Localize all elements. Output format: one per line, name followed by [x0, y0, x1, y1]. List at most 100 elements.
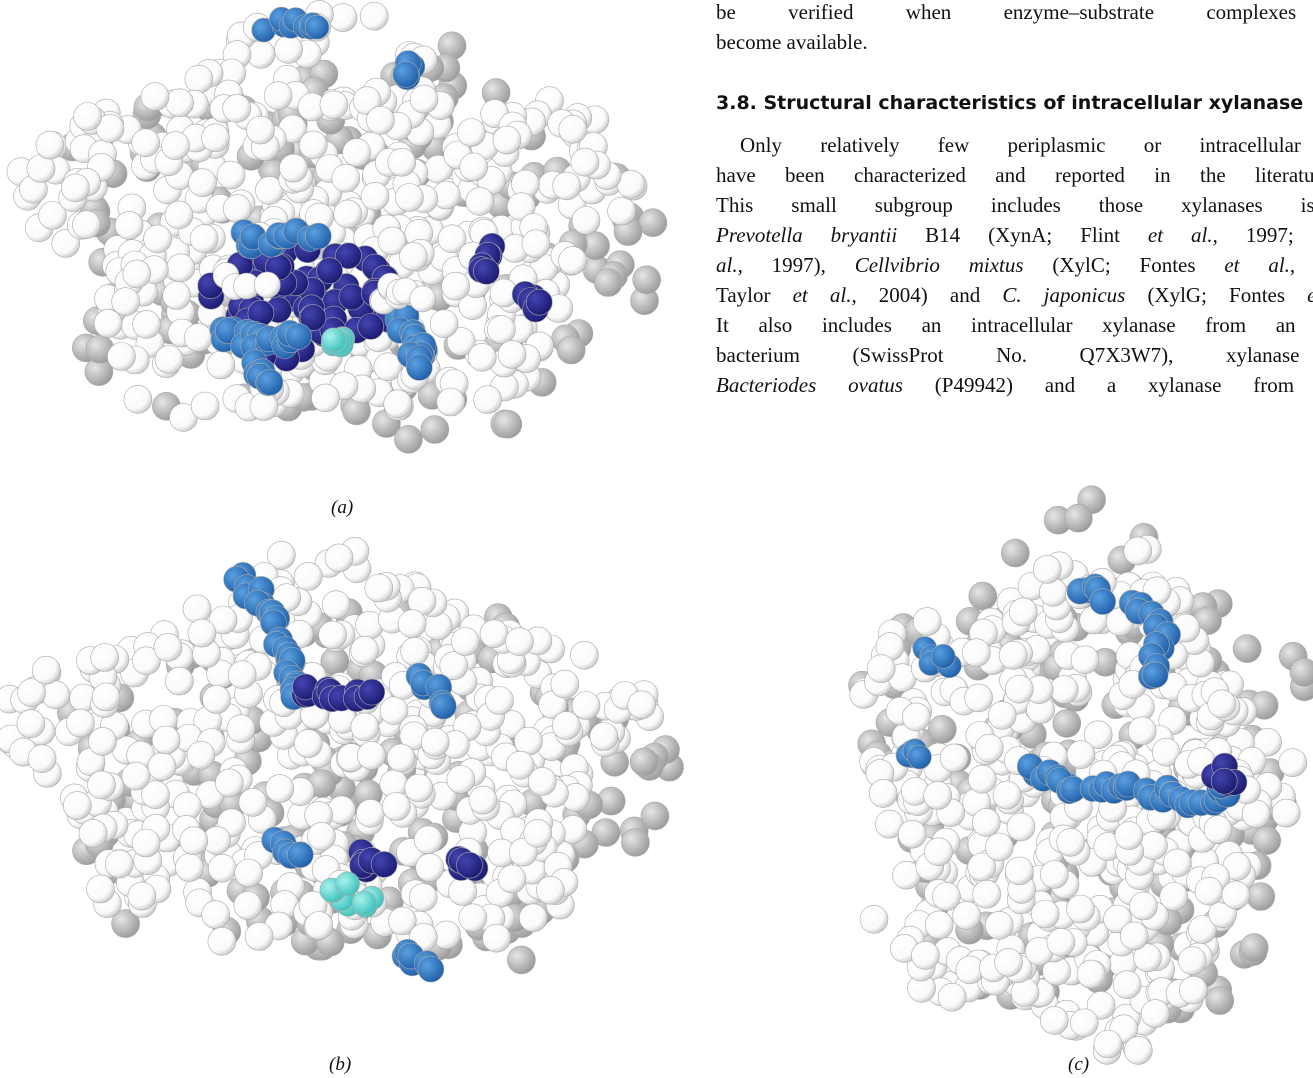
atom: [1113, 971, 1141, 999]
text-run: have been characterized and reported in …: [716, 163, 1313, 187]
atom: [17, 710, 45, 738]
atom: [187, 741, 215, 769]
atom: [430, 693, 456, 719]
text-run: , 1997),: [738, 253, 855, 277]
atom: [189, 169, 217, 197]
atom: [999, 641, 1027, 669]
atom: [1047, 928, 1075, 956]
atom: [336, 872, 360, 896]
atom: [165, 667, 193, 695]
atom: [526, 289, 552, 315]
atom: [487, 316, 515, 344]
atom: [384, 390, 412, 418]
text-run: , 1997; Miya: [1213, 223, 1313, 247]
atom: [1077, 960, 1105, 988]
atom: [608, 197, 636, 225]
atom: [325, 544, 353, 572]
atom: [442, 272, 470, 300]
atom: [519, 904, 547, 932]
atom: [356, 799, 384, 827]
atom: [89, 727, 117, 755]
atom: [388, 148, 416, 176]
atom: [321, 328, 345, 352]
atom: [88, 771, 116, 799]
atom: [590, 723, 618, 751]
text-run: Bacteriodes ovatus: [716, 373, 903, 397]
atom: [498, 341, 526, 369]
atom: [91, 644, 119, 672]
atom: [294, 562, 322, 590]
atom: [154, 633, 182, 661]
atom: [1279, 749, 1307, 777]
atom: [36, 131, 64, 159]
atom: [317, 258, 343, 284]
atom: [969, 582, 997, 610]
atom: [925, 838, 953, 866]
atom: [437, 388, 465, 416]
atom: [1124, 1036, 1152, 1064]
atom: [551, 670, 579, 698]
atom: [480, 620, 508, 648]
atom: [188, 619, 216, 647]
atom: [227, 715, 255, 743]
atom: [155, 346, 183, 374]
text-run: (XylG; Fontes: [1125, 283, 1307, 307]
text-run: et al.: [1148, 223, 1213, 247]
atom: [466, 187, 494, 215]
atom: [184, 324, 212, 352]
text-run: be verified when enzyme–substrate comple…: [716, 0, 1313, 24]
text-run: B14 (XynA; Flint: [897, 223, 1148, 247]
text-line: bacterium (SwissProt No. Q7X3W7), xylana…: [716, 340, 1313, 370]
atom: [1040, 861, 1068, 889]
atom: [628, 691, 656, 719]
atom: [1001, 539, 1029, 567]
atom: [202, 124, 230, 152]
atom: [907, 745, 931, 769]
atom: [115, 211, 143, 239]
text-run: become available.: [716, 30, 868, 54]
atom: [1195, 877, 1223, 905]
atom: [275, 35, 303, 63]
atom: [398, 610, 426, 638]
atom: [1141, 1000, 1169, 1028]
text-run: Taylor: [716, 283, 793, 307]
atom: [621, 828, 649, 856]
atom: [468, 343, 496, 371]
atom: [430, 310, 458, 338]
atom: [287, 842, 313, 868]
atom: [1031, 900, 1059, 928]
atom: [190, 225, 218, 253]
atom: [128, 882, 156, 910]
atom: [1120, 922, 1148, 950]
atom: [305, 223, 331, 249]
text-line: become available.: [716, 27, 1313, 57]
atom: [319, 621, 347, 649]
atom: [639, 209, 667, 237]
atom: [107, 343, 135, 371]
atom: [28, 745, 56, 773]
atom: [869, 779, 897, 807]
atom: [1009, 598, 1037, 626]
text-run: (XylC; Fontes: [1024, 253, 1225, 277]
atom: [995, 948, 1023, 976]
atom: [1142, 662, 1168, 688]
atom: [394, 425, 422, 453]
atom: [473, 258, 499, 284]
atom: [1071, 646, 1099, 674]
atom: [351, 636, 379, 664]
atom: [163, 282, 191, 310]
atom: [1179, 976, 1207, 1004]
atom: [493, 126, 521, 154]
atom: [1222, 881, 1250, 909]
atom: [332, 164, 360, 192]
atom: [1005, 857, 1033, 885]
atom: [132, 129, 160, 157]
atom: [360, 2, 388, 30]
caption: (c): [1068, 1054, 1089, 1076]
atom: [202, 901, 230, 929]
atom: [352, 891, 376, 915]
atom: [123, 260, 151, 288]
atom: [1233, 635, 1261, 663]
text-run: Cellvibrio mixtus: [855, 253, 1024, 277]
atom: [911, 941, 939, 969]
